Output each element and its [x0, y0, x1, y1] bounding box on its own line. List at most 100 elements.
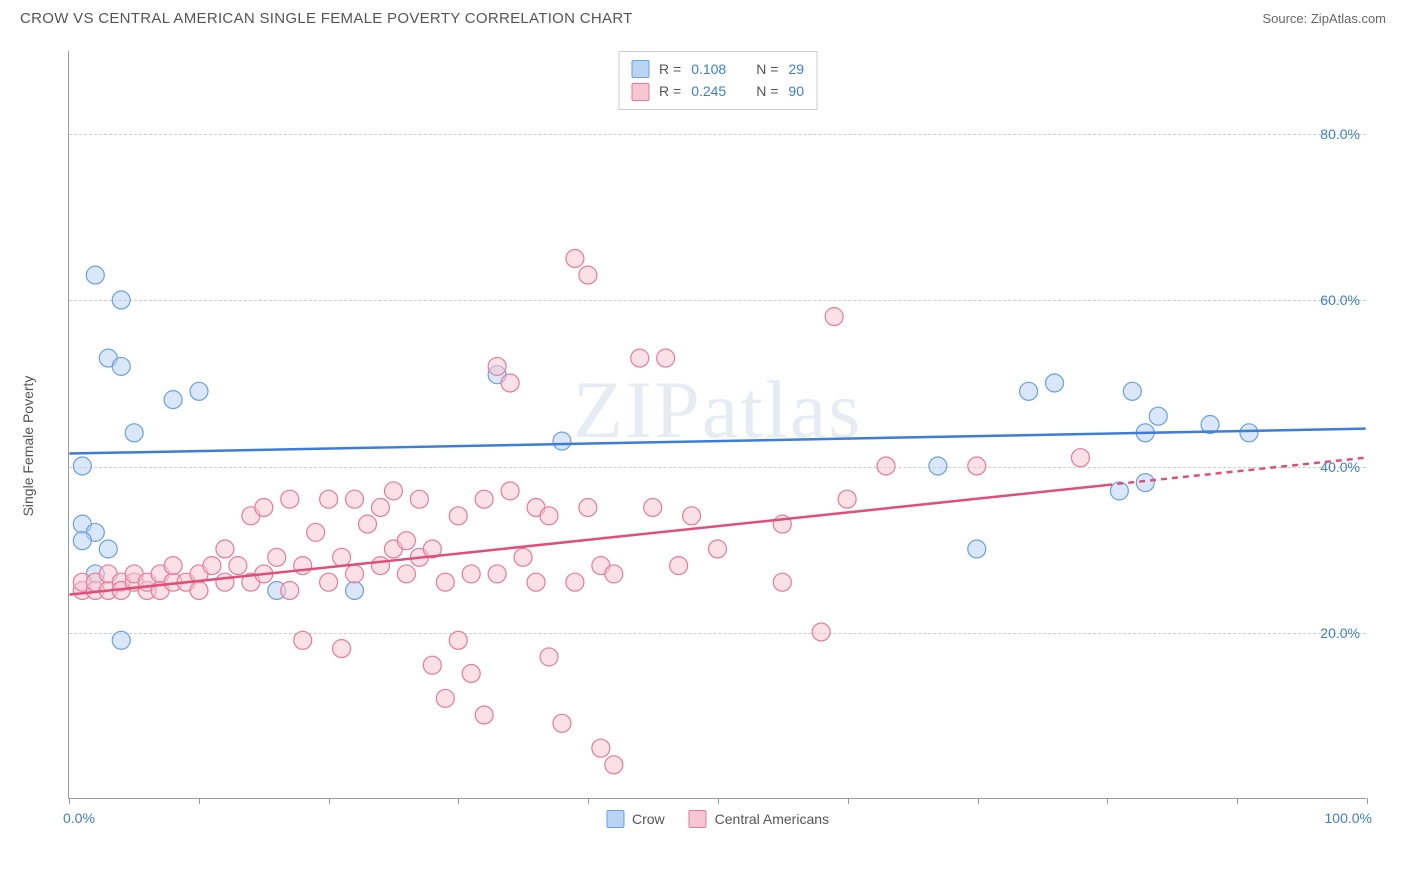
data-point: [929, 457, 947, 475]
data-point: [1046, 374, 1064, 392]
data-point: [670, 557, 688, 575]
data-point: [216, 540, 234, 558]
data-point: [216, 573, 234, 591]
data-point: [566, 573, 584, 591]
x-tick: [848, 798, 849, 804]
scatter-overlay: [69, 51, 1366, 798]
legend-swatch-central-icon: [689, 810, 707, 828]
data-point: [1071, 449, 1089, 467]
data-point: [333, 548, 351, 566]
data-point: [605, 756, 623, 774]
legend-item-crow: Crow: [606, 810, 665, 828]
legend-swatch-central: [631, 83, 649, 101]
data-point: [540, 648, 558, 666]
data-point: [968, 457, 986, 475]
data-point: [540, 507, 558, 525]
legend-row-central: R = 0.245 N = 90: [631, 80, 804, 102]
data-point: [164, 557, 182, 575]
r-label: R =: [659, 80, 681, 102]
data-point: [281, 490, 299, 508]
x-tick: [718, 798, 719, 804]
data-point: [709, 540, 727, 558]
data-point: [397, 565, 415, 583]
legend-label-crow: Crow: [632, 811, 665, 827]
data-point: [462, 565, 480, 583]
data-point: [1136, 474, 1154, 492]
r-value-central: 0.245: [691, 80, 726, 102]
data-point: [605, 565, 623, 583]
data-point: [877, 457, 895, 475]
data-point: [553, 432, 571, 450]
data-point: [825, 308, 843, 326]
data-point: [449, 631, 467, 649]
data-point: [488, 357, 506, 375]
data-point: [268, 548, 286, 566]
data-point: [294, 631, 312, 649]
plot-area: ZIPatlas 20.0%40.0%60.0%80.0% R = 0.108 …: [68, 51, 1366, 799]
data-point: [320, 490, 338, 508]
data-point: [436, 689, 454, 707]
n-label: N =: [756, 58, 778, 80]
data-point: [423, 656, 441, 674]
x-tick: [978, 798, 979, 804]
data-point: [657, 349, 675, 367]
data-point: [346, 490, 364, 508]
data-point: [346, 565, 364, 583]
data-point: [307, 523, 325, 541]
data-point: [112, 291, 130, 309]
x-tick: [329, 798, 330, 804]
trend-line: [69, 429, 1365, 454]
data-point: [501, 482, 519, 500]
data-point: [73, 532, 91, 550]
data-point: [73, 457, 91, 475]
data-point: [320, 573, 338, 591]
y-axis-label: Single Female Poverty: [20, 376, 36, 517]
data-point: [488, 565, 506, 583]
data-point: [397, 532, 415, 550]
legend-series: Crow Central Americans: [606, 810, 829, 828]
n-label: N =: [756, 80, 778, 102]
data-point: [579, 266, 597, 284]
data-point: [1020, 382, 1038, 400]
data-point: [99, 540, 117, 558]
data-point: [773, 573, 791, 591]
data-point: [644, 499, 662, 517]
n-value-crow: 29: [788, 58, 804, 80]
data-point: [501, 374, 519, 392]
data-point: [190, 382, 208, 400]
data-point: [968, 540, 986, 558]
data-point: [371, 557, 389, 575]
data-point: [281, 582, 299, 600]
data-point: [579, 499, 597, 517]
x-tick: [69, 798, 70, 804]
legend-row-crow: R = 0.108 N = 29: [631, 58, 804, 80]
source-attribution: Source: ZipAtlas.com: [1262, 11, 1386, 26]
data-point: [514, 548, 532, 566]
data-point: [410, 490, 428, 508]
data-point: [449, 507, 467, 525]
data-point: [164, 391, 182, 409]
x-tick: [1237, 798, 1238, 804]
data-point: [229, 557, 247, 575]
legend-swatch-crow: [631, 60, 649, 78]
data-point: [125, 424, 143, 442]
chart-container: Single Female Poverty ZIPatlas 20.0%40.0…: [20, 33, 1386, 843]
legend-item-central: Central Americans: [689, 810, 829, 828]
data-point: [203, 557, 221, 575]
data-point: [384, 482, 402, 500]
data-point: [371, 499, 389, 517]
legend-label-central: Central Americans: [715, 811, 829, 827]
data-point: [462, 665, 480, 683]
data-point: [683, 507, 701, 525]
r-label: R =: [659, 58, 681, 80]
chart-title: CROW VS CENTRAL AMERICAN SINGLE FEMALE P…: [20, 10, 633, 27]
data-point: [112, 357, 130, 375]
data-point: [1149, 407, 1167, 425]
data-point: [475, 706, 493, 724]
r-value-crow: 0.108: [691, 58, 726, 80]
legend-swatch-crow-icon: [606, 810, 624, 828]
data-point: [112, 631, 130, 649]
x-tick-end: 100.0%: [1325, 810, 1372, 826]
data-point: [592, 739, 610, 757]
x-tick-start: 0.0%: [63, 810, 95, 826]
